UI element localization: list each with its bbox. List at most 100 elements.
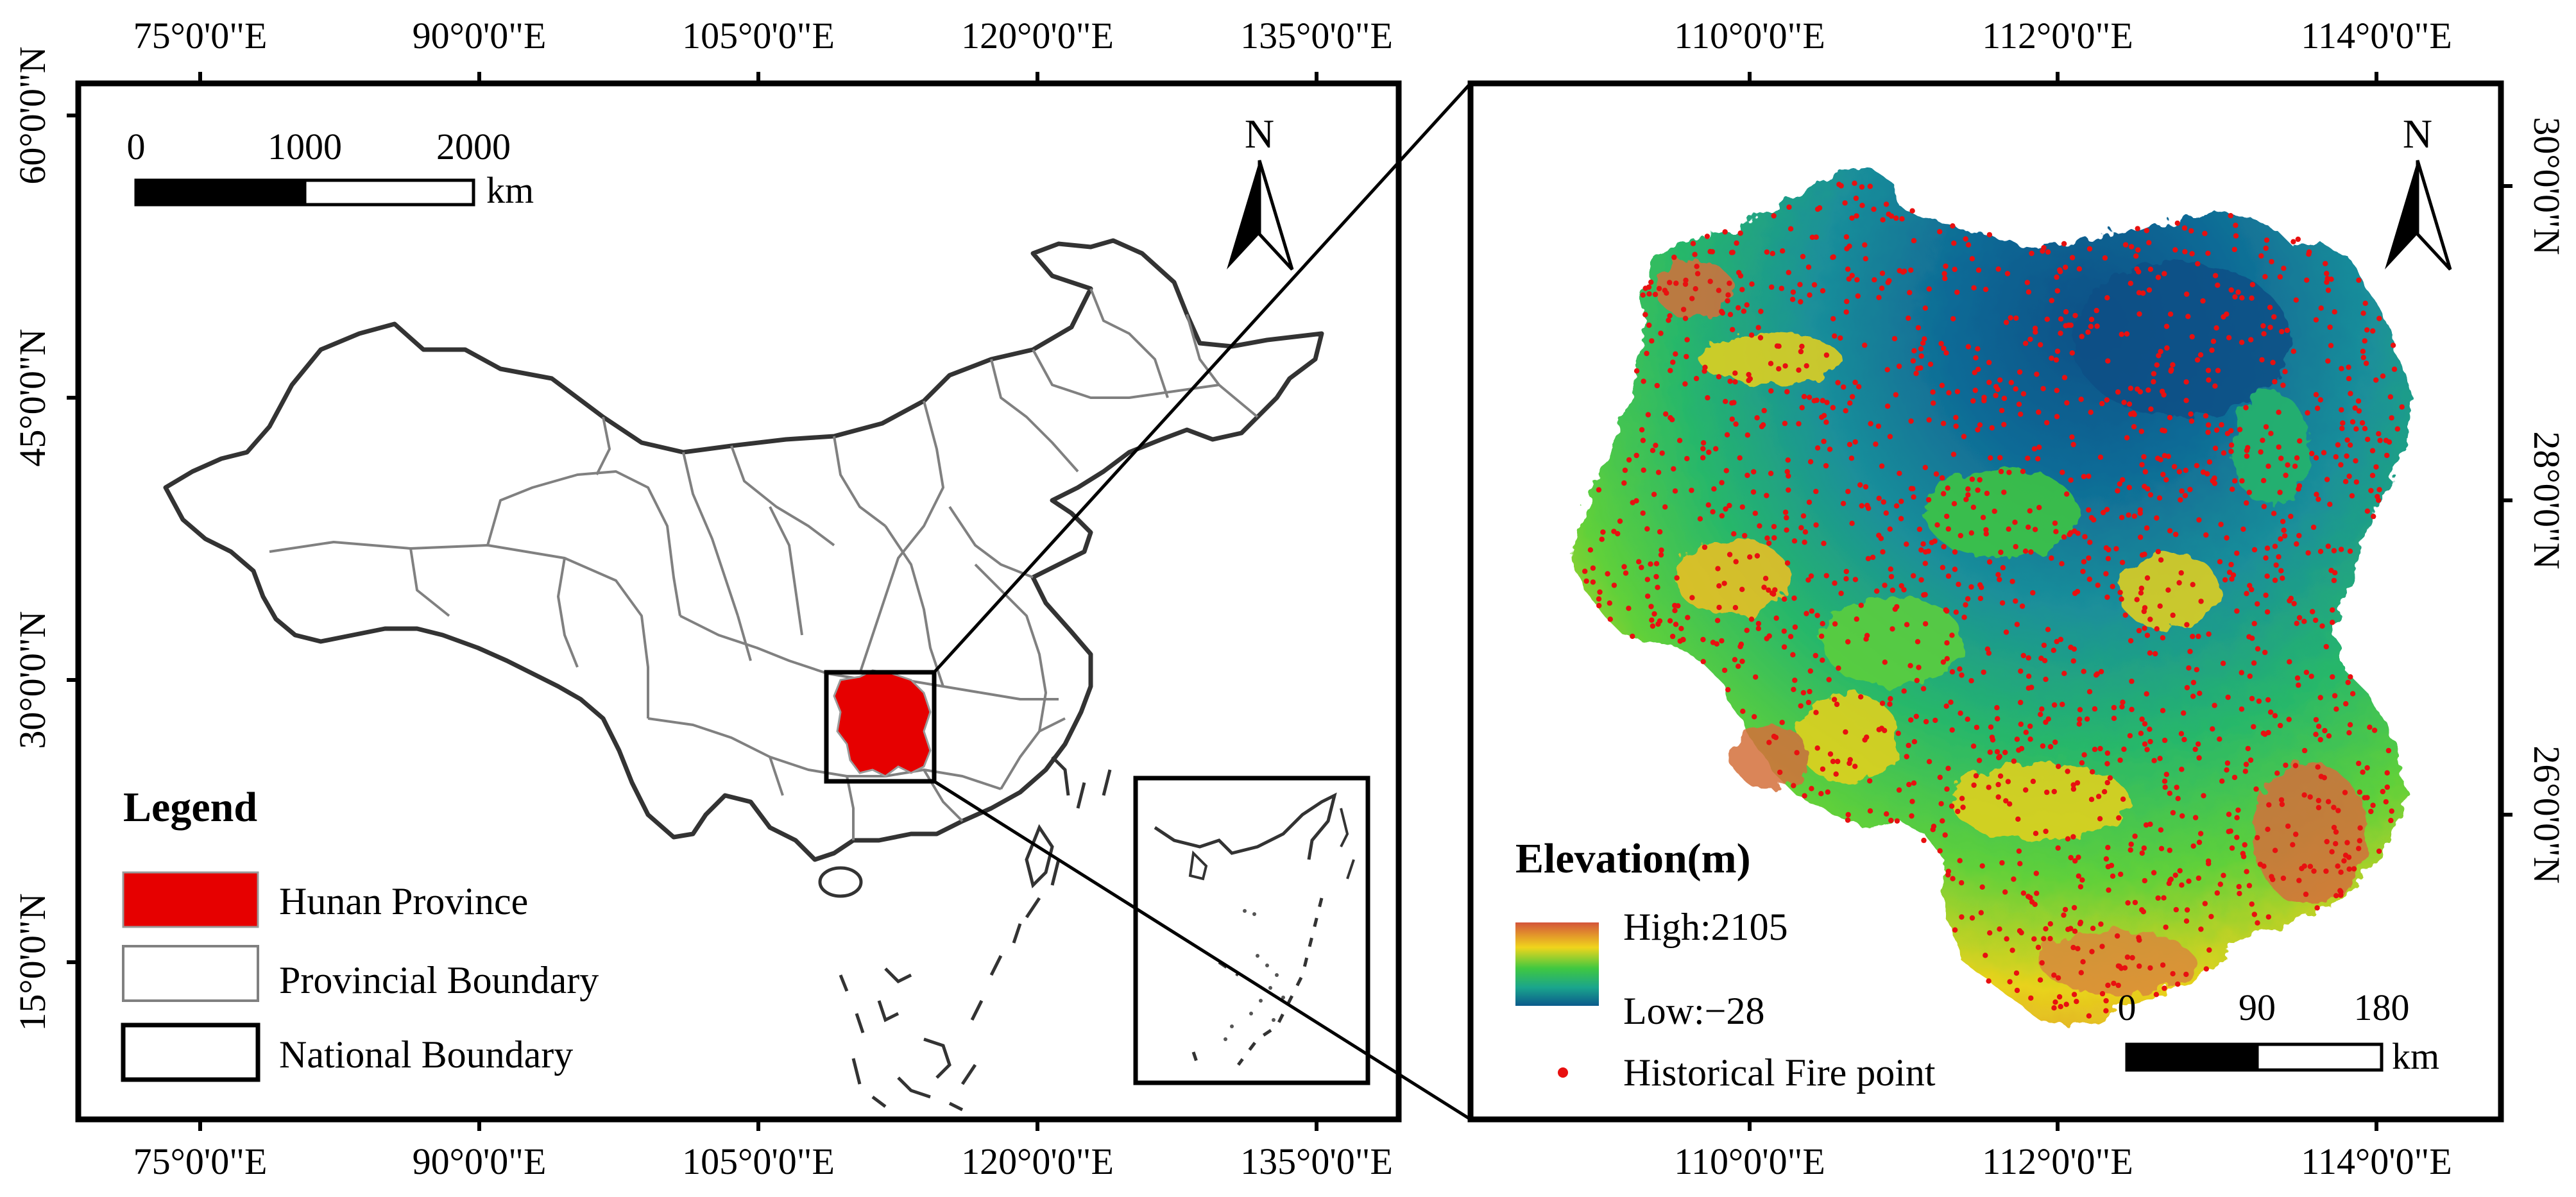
fire-point: [2270, 876, 2276, 883]
fire-point: [2231, 774, 2238, 781]
fire-point: [2181, 710, 2187, 716]
fire-point: [2160, 427, 2165, 433]
fire-point: [2236, 884, 2242, 890]
fire-point: [1977, 595, 1984, 602]
fire-point: [2132, 833, 2138, 839]
fire-point: [1847, 400, 1853, 406]
fire-point: [2121, 400, 2127, 405]
fire-point: [2142, 469, 2148, 475]
fire-point: [1689, 296, 1695, 301]
fire-point: [2036, 409, 2042, 415]
fire-point: [1673, 351, 1678, 357]
right-lat-label: 26°0'0"N: [2526, 745, 2568, 883]
fire-point: [1633, 368, 1640, 374]
fire-point: [1941, 544, 1947, 550]
fire-point: [2072, 590, 2078, 597]
fire-point: [1963, 602, 1968, 608]
fire-point: [1700, 636, 1706, 643]
fire-point: [1952, 927, 1958, 933]
fire-point: [2328, 343, 2334, 348]
fire-point: [1641, 378, 1646, 384]
fire-point: [2286, 717, 2292, 722]
fire-point: [1835, 380, 1841, 386]
fire-point: [2131, 412, 2137, 418]
legend-label-hunan: Hunan Province: [279, 880, 528, 922]
fire-point: [1809, 786, 1814, 792]
fire-point: [1854, 213, 1859, 219]
fire-point: [2243, 761, 2249, 767]
fire-point: [2210, 338, 2217, 344]
fire-point: [2098, 668, 2104, 675]
fire-point: [2128, 386, 2134, 391]
fire-point: [1801, 394, 1807, 400]
fire-point: [1969, 256, 1975, 262]
fire-point: [2064, 491, 2070, 497]
fire-point: [2026, 685, 2031, 691]
fire-point: [2301, 792, 2307, 798]
fire-point: [1646, 322, 1652, 328]
fire-point: [2335, 808, 2341, 813]
fire-point: [1710, 509, 1716, 514]
fire-point: [2243, 405, 2249, 411]
fire-point: [2051, 972, 2057, 978]
fire-point: [1956, 581, 1961, 588]
fire-point: [1669, 633, 1676, 640]
fire-point: [2072, 928, 2078, 934]
fire-point: [2128, 244, 2135, 250]
fire-point: [2270, 359, 2276, 366]
fire-point: [1769, 284, 1775, 290]
fire-point: [2139, 552, 2145, 558]
fire-point: [2279, 801, 2285, 808]
fire-point: [1796, 367, 1802, 373]
fire-point: [2105, 358, 2111, 364]
fire-point: [1940, 420, 1947, 427]
fire-point: [2313, 317, 2319, 323]
fire-point: [2026, 289, 2032, 295]
fire-point: [2159, 388, 2165, 395]
fire-point: [1673, 622, 1679, 627]
fire-point: [1707, 278, 1713, 284]
fire-point: [1988, 724, 1994, 730]
fire-point: [1707, 249, 1713, 255]
fire-point: [2188, 411, 2194, 417]
fire-point: [1762, 575, 1769, 581]
china-national-boundary: [163, 238, 1324, 862]
fire-point: [1722, 229, 1728, 235]
fire-point: [2239, 295, 2245, 301]
fire-point: [1714, 641, 1719, 647]
fire-point: [2140, 909, 2146, 915]
fire-point: [2139, 462, 2145, 468]
fire-point: [1887, 434, 1893, 439]
fire-point: [2049, 355, 2054, 361]
fire-point: [1826, 677, 1832, 683]
fire-point: [2076, 873, 2081, 879]
fire-point: [2197, 690, 2203, 697]
fire-point: [2324, 838, 2330, 845]
fire-point: [2061, 375, 2068, 380]
fire-point: [1737, 273, 1744, 279]
fire-point: [2184, 291, 2190, 297]
fire-point: [2187, 486, 2193, 493]
fire-point: [2304, 277, 2310, 283]
fire-point: [1937, 229, 1943, 235]
fire-point: [2105, 845, 2111, 851]
fire-point: [2144, 575, 2151, 581]
fire-point: [1741, 309, 1747, 314]
fire-point: [2188, 228, 2194, 234]
fire-point: [1859, 503, 1864, 509]
fire-point: [2215, 368, 2221, 373]
fire-point: [1853, 195, 1859, 201]
fire-point: [2074, 780, 2081, 786]
fire-point: [2167, 528, 2173, 534]
fire-point: [1689, 488, 1694, 493]
fire-point: [1979, 584, 1984, 590]
fire-point: [2232, 478, 2238, 484]
fire-point: [1953, 423, 1959, 429]
fire-point: [2155, 895, 2161, 901]
fire-point: [2081, 668, 2086, 674]
fire-point: [1999, 407, 2005, 414]
fire-point: [2362, 338, 2367, 344]
fire-point: [1719, 513, 1725, 519]
fire-point: [2103, 545, 2110, 551]
fire-point: [2251, 660, 2257, 666]
